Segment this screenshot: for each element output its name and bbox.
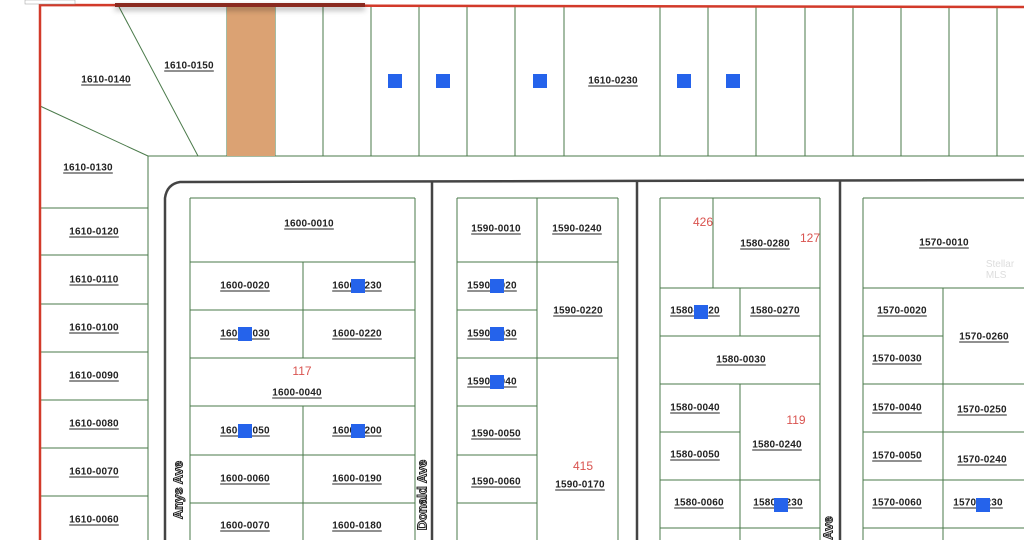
- listing-marker-icon[interactable]: [238, 424, 252, 438]
- parcel-label[interactable]: 1580-0030: [716, 354, 766, 366]
- parcel-label[interactable]: 1600-0180: [332, 520, 382, 532]
- streets: [163, 178, 1024, 540]
- parcel-label[interactable]: 1610-0060: [69, 514, 119, 526]
- parcel-label[interactable]: 1610-0130: [63, 162, 113, 174]
- street-label-donald-ave: Donald Ave: [414, 459, 430, 531]
- parcel-label[interactable]: 1570-0260: [959, 331, 1009, 343]
- listing-marker-icon[interactable]: [490, 375, 504, 389]
- parcel-label[interactable]: 1580-0060: [674, 497, 724, 509]
- listing-marker-icon[interactable]: [677, 74, 691, 88]
- parcel-label[interactable]: 1580-0240: [752, 439, 802, 451]
- parcel-label[interactable]: 1570-0050: [872, 450, 922, 462]
- parcel-label[interactable]: 1570-0250: [957, 404, 1007, 416]
- parcel-label[interactable]: 1600-0070: [220, 520, 270, 532]
- listing-marker-icon[interactable]: [490, 327, 504, 341]
- parcel-label[interactable]: 1590-0010: [471, 223, 521, 235]
- lot-number: 119: [786, 413, 806, 427]
- listing-marker-icon[interactable]: [533, 74, 547, 88]
- listing-marker-icon[interactable]: [351, 279, 365, 293]
- parcel-label[interactable]: 1590-0220: [553, 305, 603, 317]
- parcel-label[interactable]: 1570-0240: [957, 454, 1007, 466]
- parcel-label[interactable]: 1590-0170: [555, 479, 605, 491]
- listing-marker-icon[interactable]: [238, 327, 252, 341]
- listing-marker-icon[interactable]: [726, 74, 740, 88]
- parcel-label[interactable]: 1610-0100: [69, 322, 119, 334]
- parcel-label[interactable]: 1600-0010: [284, 218, 334, 230]
- parcel-label[interactable]: 1580-0040: [670, 402, 720, 414]
- parcel-label[interactable]: 1610-0070: [69, 466, 119, 478]
- parcel-label[interactable]: 1610-0150: [164, 60, 214, 72]
- listing-marker-icon[interactable]: [976, 498, 990, 512]
- parcel-label[interactable]: 1600-0060: [220, 473, 270, 485]
- street-label-ave: Ave: [820, 516, 836, 540]
- parcel-label[interactable]: 1600-0040: [272, 387, 322, 399]
- parcel-label[interactable]: 1600-0220: [332, 328, 382, 340]
- window-shadow: [115, 3, 365, 7]
- listing-marker-icon[interactable]: [351, 424, 365, 438]
- parcel-label[interactable]: 1570-0010: [919, 237, 969, 249]
- parcel-label[interactable]: 1610-0090: [69, 370, 119, 382]
- parcel-label[interactable]: 1600-0190: [332, 473, 382, 485]
- highlighted-parcel[interactable]: [227, 6, 275, 156]
- parcel-label[interactable]: 1590-0240: [552, 223, 602, 235]
- listing-marker-icon[interactable]: [774, 498, 788, 512]
- listing-marker-icon[interactable]: [694, 305, 708, 319]
- parcel-label[interactable]: 1590-0060: [471, 476, 521, 488]
- parcel-label[interactable]: 1590-0050: [471, 428, 521, 440]
- lot-number: 426: [692, 215, 714, 229]
- listing-marker-icon[interactable]: [388, 74, 402, 88]
- parcel-label[interactable]: 1580-0270: [750, 305, 800, 317]
- subject-boundary: [38, 3, 1024, 540]
- parcel-label[interactable]: 1610-0110: [69, 274, 119, 286]
- parcel-label[interactable]: 1580-0050: [670, 449, 720, 461]
- listing-marker-icon[interactable]: [490, 279, 504, 293]
- parcel-label[interactable]: 1580-0280: [740, 238, 790, 250]
- lot-number: 117: [292, 364, 312, 378]
- street-label-anys-ave: Anys Ave: [170, 460, 186, 520]
- parcel-label[interactable]: 1610-0080: [69, 418, 119, 430]
- lot-number: 127: [799, 231, 821, 245]
- parcel-label[interactable]: 1610-0120: [69, 226, 119, 238]
- parcel-label[interactable]: 1570-0060: [872, 497, 922, 509]
- watermark: Stellar MLS: [985, 259, 1015, 281]
- parcel-label[interactable]: 1570-0020: [877, 305, 927, 317]
- parcel-label[interactable]: 1570-0030: [872, 353, 922, 365]
- parcel-label[interactable]: 1600-0020: [220, 280, 270, 292]
- parcel-label[interactable]: 1610-0230: [588, 75, 638, 87]
- parcel-label[interactable]: 1570-0040: [872, 402, 922, 414]
- lot-number: 415: [572, 459, 594, 473]
- listing-marker-icon[interactable]: [436, 74, 450, 88]
- parcel-label[interactable]: 1610-0140: [81, 74, 131, 86]
